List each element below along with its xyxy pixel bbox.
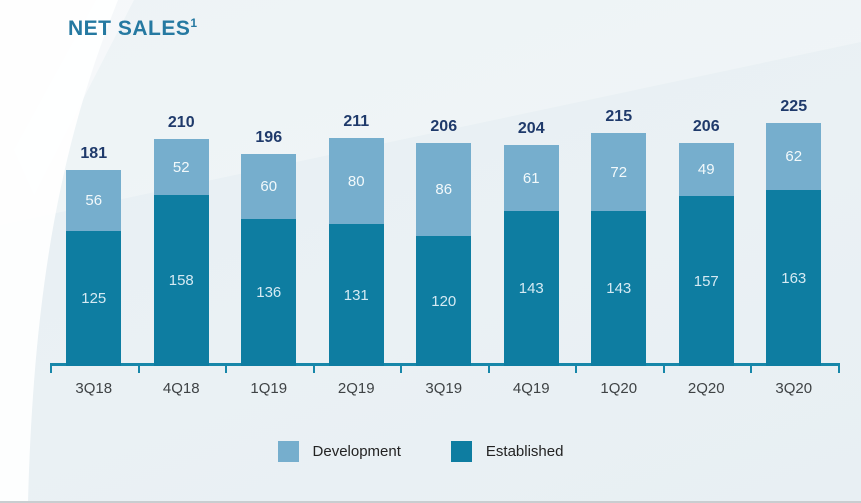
bar-segment-development-1Q19: 60 bbox=[241, 154, 297, 219]
bar-segment-development-2Q20: 49 bbox=[678, 143, 734, 196]
legend-item-established: Established bbox=[450, 441, 564, 462]
total-label-4Q19: 204 bbox=[517, 120, 545, 137]
established-value-label: 120 bbox=[431, 292, 457, 310]
x-axis-tick bbox=[50, 363, 52, 373]
bar-segment-established-1Q20: 143 bbox=[591, 211, 647, 366]
x-axis-tick bbox=[137, 363, 140, 373]
x-axis-tick bbox=[487, 363, 490, 373]
total-label-4Q18: 210 bbox=[167, 114, 195, 131]
x-axis-label-4Q19: 4Q19 bbox=[512, 380, 550, 397]
development-value-label: 56 bbox=[85, 192, 103, 209]
development-swatch-icon bbox=[277, 441, 299, 462]
development-value-label: 61 bbox=[522, 169, 540, 187]
established-value-label: 131 bbox=[343, 286, 369, 304]
bar-2Q19: 80 131 bbox=[328, 138, 384, 366]
bar-segment-established-2Q19: 131 bbox=[328, 224, 384, 366]
x-axis-label-3Q18: 3Q18 bbox=[75, 380, 113, 397]
x-axis-label-1Q20: 1Q20 bbox=[600, 380, 638, 397]
development-value-label: 86 bbox=[435, 181, 453, 198]
established-swatch-icon bbox=[450, 441, 472, 462]
bar-segment-established-4Q19: 143 bbox=[503, 211, 559, 366]
total-label-3Q20: 225 bbox=[780, 98, 808, 115]
x-axis-tick bbox=[662, 363, 665, 373]
established-value-label: 143 bbox=[518, 280, 544, 297]
x-axis-tick bbox=[750, 363, 752, 373]
legend-label-development: Development bbox=[312, 443, 401, 460]
bar-segment-established-3Q18: 125 bbox=[66, 231, 122, 366]
x-axis-label-2Q19: 2Q19 bbox=[337, 380, 375, 397]
bar-segment-development-2Q19: 80 bbox=[328, 138, 384, 224]
page-title-footnote-marker: 1 bbox=[190, 16, 198, 30]
bar-segment-development-4Q18: 52 bbox=[153, 139, 209, 195]
bar-segment-established-3Q20: 163 bbox=[766, 190, 822, 366]
x-axis-tick bbox=[400, 363, 402, 373]
x-axis-tick bbox=[312, 363, 315, 373]
chart-legend: Development Established bbox=[0, 441, 851, 462]
x-axis-tick bbox=[225, 363, 227, 373]
bar-3Q19: 86 120 bbox=[416, 143, 472, 366]
x-axis-label-4Q18: 4Q18 bbox=[162, 380, 200, 397]
bar-segment-established-4Q18: 158 bbox=[153, 195, 209, 366]
x-axis-tick bbox=[837, 363, 840, 373]
total-label-2Q19: 211 bbox=[343, 113, 370, 130]
page-title-text: NET SALES bbox=[68, 17, 191, 40]
bar-segment-development-1Q20: 72 bbox=[591, 133, 647, 211]
total-label-3Q18: 181 bbox=[80, 145, 108, 162]
development-value-label: 80 bbox=[347, 172, 365, 190]
development-value-label: 72 bbox=[610, 163, 628, 181]
bar-segment-established-3Q19: 120 bbox=[416, 236, 472, 366]
x-axis-label-2Q20: 2Q20 bbox=[687, 380, 725, 397]
bar-4Q18: 52 158 bbox=[153, 139, 209, 366]
development-value-label: 62 bbox=[785, 148, 803, 165]
bar-segment-development-4Q19: 61 bbox=[503, 145, 559, 211]
total-label-1Q19: 196 bbox=[255, 129, 283, 146]
total-label-3Q19: 206 bbox=[430, 118, 458, 135]
bar-segment-development-3Q20: 62 bbox=[766, 123, 822, 190]
development-value-label: 60 bbox=[260, 178, 278, 195]
x-axis-label-1Q19: 1Q19 bbox=[250, 380, 288, 397]
bar-1Q19: 60 136 bbox=[241, 154, 297, 366]
established-value-label: 143 bbox=[606, 280, 632, 297]
x-axis-label-3Q20: 3Q20 bbox=[775, 380, 813, 397]
x-axis-tick bbox=[575, 363, 577, 373]
page-title: NET SALES1 bbox=[68, 16, 198, 41]
total-label-2Q20: 206 bbox=[692, 118, 720, 135]
bar-4Q19: 61 143 bbox=[503, 145, 559, 366]
legend-label-established: Established bbox=[485, 443, 564, 460]
established-value-label: 125 bbox=[81, 290, 107, 307]
development-value-label: 52 bbox=[172, 158, 190, 176]
development-value-label: 49 bbox=[697, 161, 715, 178]
bar-3Q20: 62 163 bbox=[766, 123, 822, 366]
bar-segment-development-3Q18: 56 bbox=[66, 170, 122, 231]
bar-segment-established-2Q20: 157 bbox=[678, 196, 734, 366]
bar-3Q18: 56 125 bbox=[66, 170, 122, 366]
bar-segment-established-1Q19: 136 bbox=[241, 219, 297, 366]
established-value-label: 163 bbox=[781, 269, 807, 287]
established-value-label: 136 bbox=[256, 284, 282, 301]
bar-2Q20: 49 157 bbox=[678, 143, 734, 366]
total-label-1Q20: 215 bbox=[605, 108, 633, 125]
legend-item-development: Development bbox=[277, 441, 401, 462]
established-value-label: 158 bbox=[168, 272, 194, 289]
x-axis-label-3Q19: 3Q19 bbox=[425, 380, 463, 397]
bar-1Q20: 72 143 bbox=[591, 133, 647, 366]
bar-segment-development-3Q19: 86 bbox=[416, 143, 472, 236]
established-value-label: 157 bbox=[693, 272, 719, 290]
